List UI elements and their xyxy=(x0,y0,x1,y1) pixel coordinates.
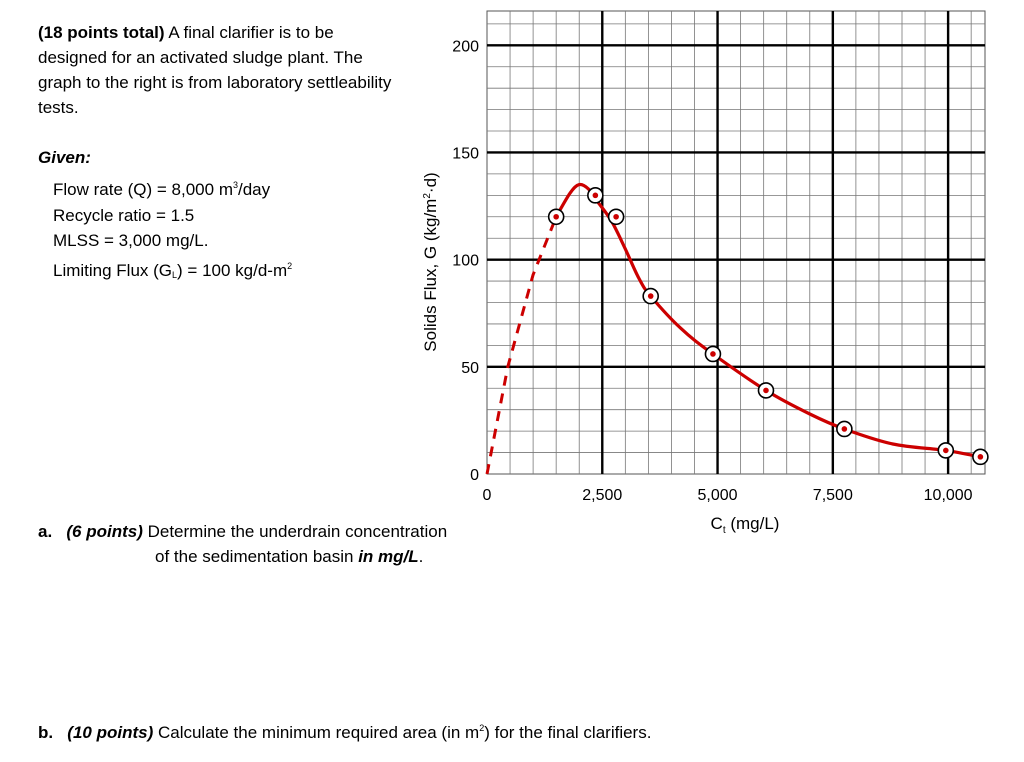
given-flow-exponent: 3 xyxy=(232,180,238,190)
data-point xyxy=(757,382,775,399)
x-tick-label: 2,500 xyxy=(582,487,622,504)
given-flux-value: ) = 100 kg/d-m xyxy=(177,260,288,280)
data-point xyxy=(607,208,625,226)
data-point-dot xyxy=(592,192,599,199)
data-point-dot xyxy=(553,213,559,220)
data-point xyxy=(972,448,989,466)
problem-text: A final clarifier is to be designed for … xyxy=(38,23,392,117)
data-point-dot xyxy=(613,213,619,220)
question-b-text2: ) for the final clarifiers. xyxy=(484,723,652,742)
question-a: a. (6 points) Determine the underdrain c… xyxy=(38,519,447,569)
question-b: b. (10 points) Calculate the minimum req… xyxy=(38,723,651,743)
data-point-dot xyxy=(943,447,949,454)
data-point-dot xyxy=(647,293,654,299)
given-flux-exponent: 2 xyxy=(287,260,293,271)
question-a-letter: a. xyxy=(38,522,53,541)
given-title: Given: xyxy=(38,148,91,167)
plot-frame xyxy=(486,10,986,475)
question-a-text: Determine the underdrain concentration xyxy=(142,522,448,541)
given-flow-unit: /day xyxy=(238,180,271,199)
data-point xyxy=(937,442,955,459)
x-tick-label: 0 xyxy=(483,487,492,504)
x-axis-title: Ct (mg/L) xyxy=(711,514,780,536)
solid-flux-curve xyxy=(554,182,981,459)
question-b-points: (10 points) xyxy=(67,723,154,742)
x-tick-label: 10,000 xyxy=(924,487,973,504)
chart-tick-labels: 0 2,500 5,000 7,500 10,000 0 50 100 150 200 xyxy=(452,38,972,504)
y-tick-label: 150 xyxy=(452,145,479,162)
data-point xyxy=(836,420,853,438)
given-flux-label: Limiting Flux (G xyxy=(53,260,173,280)
y-axis-title: Solids Flux, G (kg/m2·d) xyxy=(421,172,440,351)
chart-curves xyxy=(485,182,981,475)
given-flow-rate: Flow rate (Q) = 8,000 m3/day xyxy=(53,173,292,203)
y-tick-label: 200 xyxy=(452,38,479,55)
question-a-line2: of the sedimentation basin in mg/L. xyxy=(38,544,447,569)
y-tick-label: 0 xyxy=(470,467,479,484)
data-point-dot xyxy=(977,454,984,460)
question-a-points: (6 points) xyxy=(66,522,143,541)
given-flux-subscript: L xyxy=(172,269,178,280)
given-limiting-flux: Limiting Flux (GL) = 100 kg/d-m2 xyxy=(53,254,292,289)
question-a-emphasis: in mg/L xyxy=(358,547,419,566)
problem-statement: (18 points total) A final clarifier is t… xyxy=(38,20,398,120)
data-point xyxy=(587,187,604,204)
chart-markers xyxy=(547,187,989,466)
x-tick-label: 7,500 xyxy=(813,487,853,504)
given-recycle-ratio: Recycle ratio = 1.5 xyxy=(53,205,195,225)
data-point-dot xyxy=(710,351,716,357)
data-point xyxy=(642,287,659,305)
data-point-dot xyxy=(763,387,769,394)
data-point xyxy=(547,208,565,226)
given-flow-label: Flow rate (Q) = 8,000 m xyxy=(53,180,233,199)
y-tick-label: 50 xyxy=(461,360,479,377)
question-b-text: Calculate the minimum required area (in … xyxy=(153,723,480,742)
x-tick-label: 5,000 xyxy=(698,487,738,504)
chart-grid xyxy=(486,10,986,475)
question-b-exponent: 2 xyxy=(479,723,485,733)
problem-points: (18 points total) xyxy=(38,23,165,42)
question-a-text2: of the sedimentation basin xyxy=(155,547,359,566)
data-point xyxy=(704,345,722,363)
question-a-end: . xyxy=(418,547,424,566)
question-a-line1: a. (6 points) Determine the underdrain c… xyxy=(38,522,447,541)
data-point-dot xyxy=(841,426,848,432)
y-tick-label: 100 xyxy=(452,253,479,270)
question-b-letter: b. xyxy=(38,723,54,742)
given-list: Flow rate (Q) = 8,000 m3/day Recycle rat… xyxy=(53,173,292,288)
given-mlss: MLSS = 3,000 mg/L. xyxy=(53,231,209,250)
dashed-flux-curve xyxy=(485,216,558,475)
